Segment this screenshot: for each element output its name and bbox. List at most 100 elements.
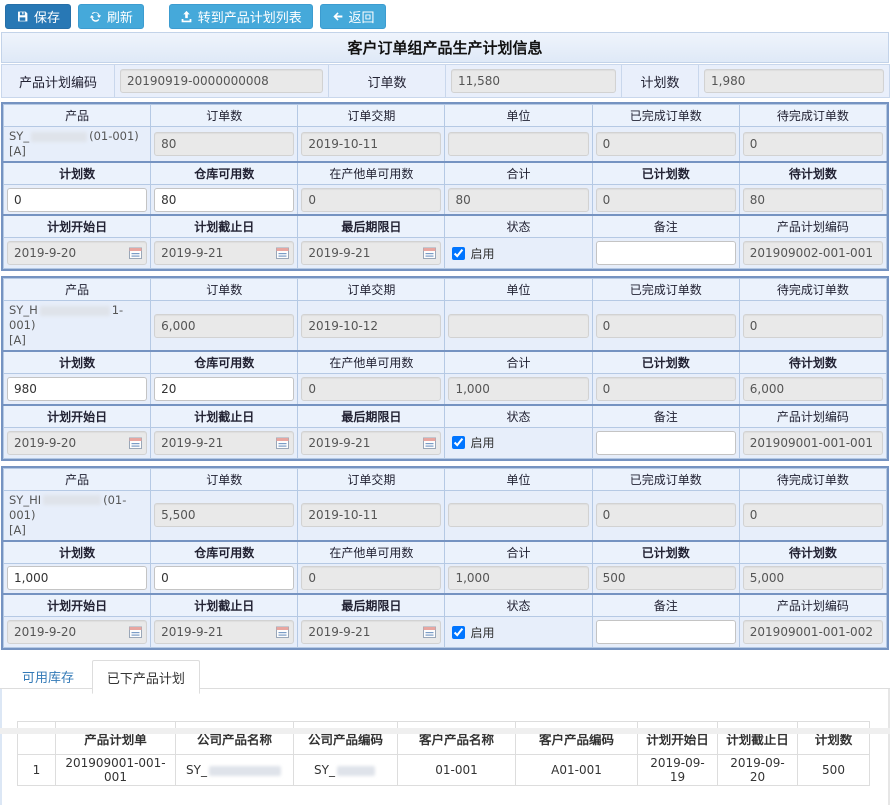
redacted-text [208, 765, 281, 776]
redacted-text [31, 131, 88, 142]
plan-end-datepicker[interactable] [154, 620, 295, 644]
order-qty-value [154, 503, 295, 528]
horizontal-scrollbar-track[interactable] [0, 728, 890, 734]
col-planned-qty: 已计划数 [591, 160, 740, 185]
done-order-qty-value [595, 313, 736, 338]
order-qty-value [154, 313, 295, 338]
ptable-col-company-product-code: 公司产品编码 [293, 721, 398, 755]
redacted-text [39, 305, 110, 316]
enabled-checkbox[interactable] [452, 436, 466, 450]
ptable-col-rownum [17, 721, 56, 755]
goto-plan-list-button[interactable]: 转到产品计划列表 [168, 4, 313, 29]
done-order-qty-value [595, 131, 736, 156]
summary-plan-code-value [120, 69, 323, 93]
to-plan-qty-value [742, 566, 883, 591]
col-plan-end: 计划截止日 [150, 593, 299, 617]
deadline-datepicker[interactable] [301, 620, 442, 644]
col-total: 合计 [444, 539, 593, 564]
status-enabled: 启用 [448, 624, 588, 641]
remark-input[interactable] [595, 430, 736, 455]
plan-end-datepicker[interactable] [154, 241, 295, 266]
status-enabled: 启用 [448, 434, 588, 451]
warehouse-avail-input[interactable] [154, 566, 295, 591]
order-due-value [301, 503, 442, 528]
calendar-icon [423, 626, 437, 638]
col-plan-qty: 计划数 [2, 539, 152, 564]
goto-plan-list-label: 转到产品计划列表 [197, 10, 302, 25]
remark-input[interactable] [595, 620, 736, 644]
summary-bar: 产品计划编码 订单数 计划数 [1, 64, 890, 98]
company-product-code-cell: SY_ [293, 754, 398, 786]
col-todo-order-qty: 待完成订单数 [738, 278, 888, 302]
plan-start-datepicker[interactable] [7, 241, 148, 266]
col-done-order-qty: 已完成订单数 [591, 278, 740, 302]
plan-start-datepicker[interactable] [7, 430, 148, 455]
refresh-button[interactable]: 刷新 [77, 4, 144, 29]
warehouse-avail-input[interactable] [154, 187, 295, 212]
col-order-due: 订单交期 [297, 278, 446, 302]
refresh-button-label: 刷新 [106, 10, 133, 25]
plan-block-1: 产品 订单数 订单交期 单位 已完成订单数 待完成订单数 SY_ (01-001)… [1, 102, 889, 272]
enabled-checkbox[interactable] [452, 246, 466, 260]
todo-order-qty-value [742, 503, 883, 528]
col-to-plan-qty: 待计划数 [738, 350, 888, 375]
summary-order-qty-label: 订单数 [328, 64, 446, 98]
unit-value [448, 503, 589, 528]
order-due-value [301, 131, 442, 156]
col-warehouse-avail: 仓库可用数 [150, 350, 299, 375]
plan-qty-input[interactable] [7, 187, 148, 212]
col-other-order-avail: 在产他单可用数 [297, 160, 446, 185]
row-number: 1 [17, 754, 56, 786]
product-name: SY_HI (01-001) [A] [9, 492, 127, 537]
plan-block-2: 产品 订单数 订单交期 单位 已完成订单数 待完成订单数 SY_H 1-001)[… [1, 276, 889, 461]
deadline-datepicker[interactable] [301, 241, 442, 266]
tab-available-inventory[interactable]: 可用库存 [22, 671, 75, 686]
back-button-label: 返回 [348, 10, 375, 25]
product-name: SY_ (01-001) [A] [9, 129, 139, 158]
ptable-col-qty: 计划数 [797, 721, 870, 755]
plan-code-value [742, 620, 883, 644]
plan-qty-input[interactable] [7, 566, 148, 591]
warehouse-avail-input[interactable] [154, 376, 295, 401]
col-product: 产品 [2, 278, 152, 302]
plan-qty-input[interactable] [7, 376, 148, 401]
col-total: 合计 [444, 160, 593, 185]
planned-qty-value [595, 376, 736, 401]
plan-end-datepicker[interactable] [154, 430, 295, 455]
col-unit: 单位 [444, 467, 593, 491]
plan-start-cell: 2019-09-19 [637, 754, 718, 786]
back-button[interactable]: 返回 [319, 4, 386, 29]
col-plan-start: 计划开始日 [2, 593, 152, 617]
col-warehouse-avail: 仓库可用数 [150, 160, 299, 185]
done-order-qty-value [595, 503, 736, 528]
unit-value [448, 131, 589, 156]
planned-qty-value [595, 566, 736, 591]
ptable-col-company-product-name: 公司产品名称 [175, 721, 294, 755]
col-remark: 备注 [591, 593, 740, 617]
save-button[interactable]: 保存 [5, 4, 72, 29]
upload-icon [181, 10, 192, 23]
col-deadline: 最后期限日 [297, 403, 446, 428]
enabled-label: 启用 [470, 625, 495, 640]
col-todo-order-qty: 待完成订单数 [738, 467, 888, 491]
col-planned-qty: 已计划数 [591, 350, 740, 375]
ptable-col-start: 计划开始日 [637, 721, 718, 755]
ptable-col-plan-no: 产品计划单 [55, 721, 176, 755]
tab-placed-product-plans[interactable]: 已下产品计划 [91, 660, 200, 694]
enabled-checkbox[interactable] [452, 625, 466, 639]
deadline-datepicker[interactable] [301, 430, 442, 455]
plan-start-datepicker[interactable] [7, 620, 148, 644]
redacted-text [336, 765, 375, 776]
col-plan-end: 计划截止日 [150, 403, 299, 428]
col-plan-qty: 计划数 [2, 350, 152, 375]
col-done-order-qty: 已完成订单数 [591, 467, 740, 491]
remark-input[interactable] [595, 241, 736, 266]
calendar-icon [276, 437, 290, 449]
col-other-order-avail: 在产他单可用数 [297, 539, 446, 564]
enabled-label: 启用 [470, 436, 495, 451]
product-name: SY_H 1-001) [A] [9, 303, 124, 348]
col-planned-qty: 已计划数 [591, 539, 740, 564]
save-button-label: 保存 [34, 10, 61, 25]
col-product: 产品 [2, 104, 152, 127]
unit-value [448, 313, 589, 338]
